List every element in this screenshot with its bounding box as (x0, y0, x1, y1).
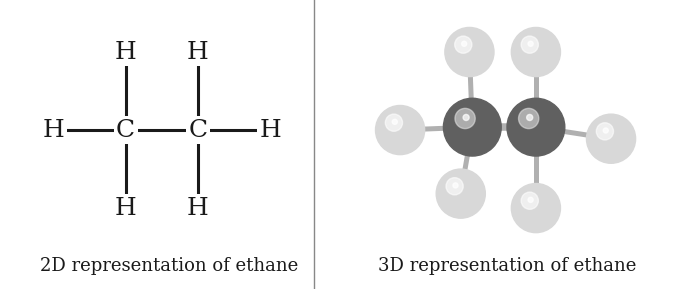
Circle shape (392, 119, 397, 124)
Text: H: H (115, 197, 137, 220)
Circle shape (527, 114, 533, 121)
Circle shape (528, 41, 533, 46)
Text: H: H (43, 118, 64, 142)
Text: H: H (115, 40, 137, 64)
Text: 3D representation of ethane: 3D representation of ethane (378, 257, 636, 275)
Circle shape (445, 27, 494, 77)
Circle shape (446, 178, 463, 195)
Text: H: H (187, 40, 209, 64)
Circle shape (511, 184, 560, 233)
Circle shape (453, 183, 458, 188)
Circle shape (462, 41, 466, 46)
Circle shape (455, 108, 475, 129)
Text: H: H (187, 197, 209, 220)
Circle shape (375, 105, 425, 155)
Circle shape (436, 169, 485, 218)
Circle shape (385, 114, 402, 131)
Circle shape (596, 123, 614, 140)
Circle shape (587, 114, 635, 163)
Circle shape (518, 108, 539, 129)
Text: C: C (116, 118, 135, 142)
Text: C: C (189, 118, 208, 142)
Circle shape (455, 36, 472, 53)
Circle shape (603, 128, 608, 133)
Circle shape (521, 36, 538, 53)
Circle shape (521, 192, 538, 209)
Text: 2D representation of ethane: 2D representation of ethane (40, 257, 298, 275)
Circle shape (528, 197, 533, 202)
Circle shape (511, 27, 560, 77)
Circle shape (463, 114, 469, 121)
Circle shape (507, 98, 565, 156)
Text: H: H (260, 118, 281, 142)
Circle shape (443, 98, 501, 156)
